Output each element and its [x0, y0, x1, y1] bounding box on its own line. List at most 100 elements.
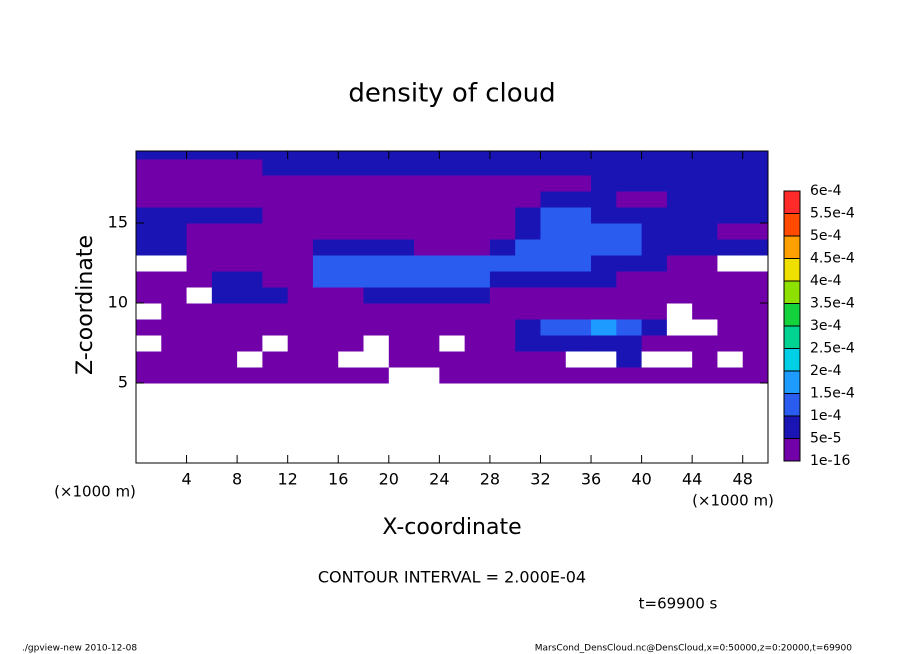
- contour-cell: [464, 151, 491, 160]
- contour-cell: [692, 255, 718, 272]
- contour-cell: [591, 151, 617, 160]
- contour-cell: [591, 319, 617, 336]
- x-tick-label: 44: [682, 470, 702, 489]
- contour-cell: [692, 159, 718, 176]
- contour-cell: [262, 319, 289, 336]
- contour-cell: [211, 191, 238, 208]
- contour-cell: [717, 191, 744, 208]
- contour-cell: [161, 287, 188, 304]
- contour-cell: [136, 335, 162, 352]
- contour-cell: [515, 303, 541, 320]
- contour-cell: [717, 271, 744, 288]
- contour-cell: [287, 319, 314, 336]
- x-tick-label: 12: [278, 470, 298, 489]
- contour-cell: [515, 319, 541, 336]
- contour-cell: [540, 335, 567, 352]
- contour-cell: [565, 239, 592, 256]
- contour-cell: [363, 319, 390, 336]
- colorbar-label: 5.5e-4: [810, 206, 855, 222]
- contour-cell: [464, 319, 491, 336]
- contour-cell: [312, 151, 339, 160]
- contour-cell: [312, 351, 339, 368]
- contour-cell: [692, 239, 718, 256]
- colorbar-band: [784, 348, 800, 371]
- contour-cell: [591, 207, 617, 224]
- contour-cell: [641, 255, 668, 272]
- contour-cell: [186, 271, 213, 288]
- contour-cell: [666, 175, 693, 192]
- contour-cell: [338, 207, 365, 224]
- contour-cell: [717, 151, 744, 160]
- contour-cell: [692, 151, 718, 160]
- contour-cell: [616, 287, 643, 304]
- contour-cell: [161, 151, 188, 160]
- contour-cell: [211, 271, 238, 288]
- contour-cell: [186, 303, 213, 320]
- contour-cell: [666, 255, 693, 272]
- contour-cell: [540, 151, 567, 160]
- contour-cell: [489, 287, 516, 304]
- contour-cell: [666, 159, 693, 176]
- y-unit-label: (×1000 m): [54, 483, 136, 501]
- contour-cell: [616, 159, 643, 176]
- colorbar-band: [784, 326, 800, 349]
- contour-cell: [237, 159, 263, 176]
- contour-cell: [287, 287, 314, 304]
- contour-cell: [237, 207, 263, 224]
- contour-cell: [666, 191, 693, 208]
- contour-cell: [237, 287, 263, 304]
- contour-cell: [161, 271, 188, 288]
- x-tick-label: 32: [530, 470, 550, 489]
- contour-cell: [515, 335, 541, 352]
- contour-cell: [616, 367, 643, 384]
- contour-cell: [489, 191, 516, 208]
- contour-cell: [515, 287, 541, 304]
- contour-cell: [591, 303, 617, 320]
- contour-cell: [287, 367, 314, 384]
- contour-cell: [515, 175, 541, 192]
- contour-cell: [312, 159, 339, 176]
- contour-cell: [237, 151, 263, 160]
- contour-cell: [742, 271, 769, 288]
- contour-cell: [489, 175, 516, 192]
- contour-cell: [161, 255, 188, 272]
- contour-cell: [186, 319, 213, 336]
- contour-cell: [363, 271, 390, 288]
- contour-cell: [136, 191, 162, 208]
- contour-cell: [540, 223, 567, 240]
- contour-cell: [540, 271, 567, 288]
- contour-cell: [287, 255, 314, 272]
- contour-cell: [414, 335, 440, 352]
- contour-cell: [136, 159, 162, 176]
- colorbar-band: [784, 213, 800, 236]
- contour-cell: [464, 303, 491, 320]
- x-tick-label: 48: [733, 470, 753, 489]
- contour-cell: [388, 271, 415, 288]
- contour-cell: [666, 271, 693, 288]
- colorbar-label: 1e-16: [810, 453, 850, 469]
- contour-cell: [338, 303, 365, 320]
- contour-cell: [338, 223, 365, 240]
- contour-cell: [565, 303, 592, 320]
- contour-cell: [237, 335, 263, 352]
- contour-cell: [666, 303, 693, 320]
- contour-cell: [186, 191, 213, 208]
- contour-cell: [540, 351, 567, 368]
- contour-cell: [414, 151, 440, 160]
- contour-cell: [641, 287, 668, 304]
- contour-cell: [136, 303, 162, 320]
- contour-cell: [388, 191, 415, 208]
- contour-cell: [237, 175, 263, 192]
- colorbar-band: [784, 191, 800, 214]
- contour-cell: [591, 271, 617, 288]
- contour-cell: [616, 351, 643, 368]
- contour-cell: [338, 255, 365, 272]
- contour-cell: [439, 175, 466, 192]
- contour-cell: [616, 271, 643, 288]
- colorbar-label: 2e-4: [810, 363, 842, 379]
- contour-cell: [363, 223, 390, 240]
- colorbar-band: [784, 281, 800, 304]
- contour-cell: [262, 287, 289, 304]
- contour-cell: [616, 303, 643, 320]
- contour-cell: [312, 255, 339, 272]
